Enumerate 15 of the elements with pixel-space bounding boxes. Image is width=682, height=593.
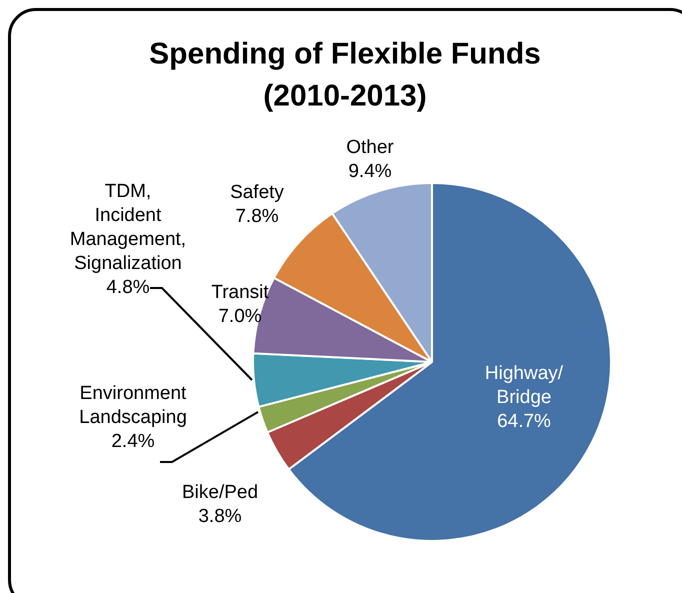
slice-label: Safety	[230, 182, 284, 204]
slice-label: Transit	[211, 282, 270, 304]
data-label: 2.4%	[111, 431, 155, 452]
chart-title: Spending of Flexible Funds (2010-2013)	[149, 37, 541, 112]
slice-label: Environment Landscaping	[79, 383, 188, 428]
data-label: 64.7%	[497, 411, 552, 432]
data-label: 3.8%	[198, 506, 242, 528]
data-label: 7.0%	[218, 306, 262, 328]
data-label: 9.4%	[348, 161, 392, 182]
slice-label: Bike/Ped	[182, 482, 258, 504]
slice-label: TDM, Incident Management, Signalization	[70, 181, 186, 274]
slice-label: Other	[346, 137, 394, 158]
data-label: 4.8%	[106, 277, 150, 298]
data-label: 7.8%	[235, 206, 279, 228]
slice-label: Highway/ Bridge	[484, 363, 564, 408]
